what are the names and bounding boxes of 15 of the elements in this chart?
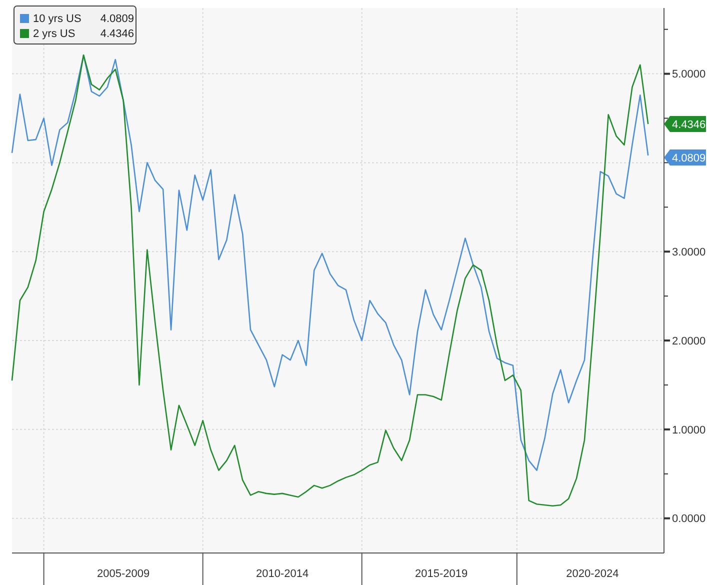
y-tick-label: 0.0000: [672, 513, 706, 526]
y-tick-label: 3.0000: [672, 246, 706, 258]
y-tick-label: 5.0000: [672, 68, 706, 81]
annotation: 4.0809: [100, 13, 134, 25]
x-tick-label: 2010-2014: [256, 568, 309, 580]
x-tick-label: 2020-2024: [566, 568, 619, 580]
text: 4.0809: [672, 152, 706, 164]
x-tick-label: 2005-2009: [97, 568, 150, 580]
y-tick-label: 2.0000: [672, 335, 706, 348]
legend-label: 2 yrs US: [33, 28, 76, 40]
text: 4.4346: [672, 118, 706, 131]
x-tick-label: 2015-2019: [415, 568, 468, 580]
legend-label: 10 yrs US: [33, 13, 82, 25]
y-tick-label: 1.0000: [672, 424, 706, 436]
annotation: 4.4346: [100, 28, 134, 40]
